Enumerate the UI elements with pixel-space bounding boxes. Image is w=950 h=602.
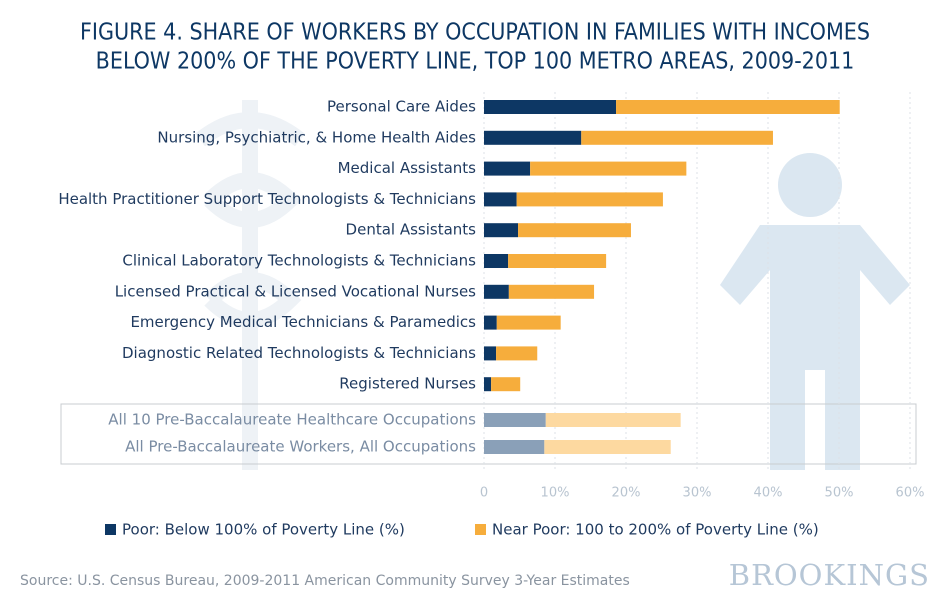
y-tick-label: Medical Assistants xyxy=(338,159,477,177)
legend-label: Near Poor: 100 to 200% of Poverty Line (… xyxy=(492,521,819,539)
y-tick-label: All 10 Pre-Baccalaureate Healthcare Occu… xyxy=(108,411,476,429)
x-tick-label: 10% xyxy=(541,486,570,501)
y-tick-label: Personal Care Aides xyxy=(327,98,476,116)
legend-swatch xyxy=(105,524,116,535)
bar-segment xyxy=(484,100,617,114)
legend-swatch xyxy=(475,524,486,535)
bar-segment xyxy=(484,130,582,145)
bar-segment xyxy=(484,377,492,392)
chart-title: BELOW 200% OF THE POVERTY LINE, TOP 100 … xyxy=(96,49,855,75)
x-tick-label: 60% xyxy=(896,486,925,501)
bar-segment xyxy=(484,346,497,361)
y-tick-label: Nursing, Psychiatric, & Home Health Aide… xyxy=(157,128,476,146)
bar-segment xyxy=(508,254,607,268)
x-tick-label: 0 xyxy=(480,486,488,501)
y-tick-label: Licensed Practical & Licensed Vocational… xyxy=(115,282,476,300)
bar-segment xyxy=(484,223,519,238)
bar-segment xyxy=(616,100,840,114)
bar-segment xyxy=(508,284,595,299)
y-tick-label: Registered Nurses xyxy=(339,375,476,393)
y-tick-label: Diagnostic Related Technologists & Techn… xyxy=(122,344,476,362)
y-tick-label: Clinical Laboratory Technologists & Tech… xyxy=(122,252,476,270)
x-tick-label: 50% xyxy=(825,486,854,501)
y-tick-label: Health Practitioner Support Technologist… xyxy=(58,190,476,208)
bar-segment xyxy=(484,284,509,299)
bar-segment xyxy=(496,346,538,361)
summary-box xyxy=(60,403,917,465)
bar-segment xyxy=(544,440,671,454)
bar-segment xyxy=(484,413,546,427)
bar-segment xyxy=(516,192,663,207)
bar-segment xyxy=(518,223,631,238)
bar-segment xyxy=(581,130,773,145)
bar-segment xyxy=(484,254,509,268)
y-tick-label: Dental Assistants xyxy=(346,221,477,239)
y-tick-label: Emergency Medical Technicians & Paramedi… xyxy=(130,313,476,331)
bar-segment xyxy=(491,377,521,392)
y-tick-label: All Pre-Baccalaureate Workers, All Occup… xyxy=(125,438,476,456)
bar-segment xyxy=(484,440,545,454)
x-tick-label: 20% xyxy=(612,486,641,501)
bar-segment xyxy=(496,315,561,330)
bar-segment xyxy=(484,315,497,330)
background-icons xyxy=(195,100,910,470)
source: Source: U.S. Census Bureau, 2009-2011 Am… xyxy=(20,573,630,589)
brand-logo: BROOKINGS xyxy=(729,558,930,592)
chart-title: FIGURE 4. SHARE OF WORKERS BY OCCUPATION… xyxy=(80,20,870,46)
legend-label: Poor: Below 100% of Poverty Line (%) xyxy=(122,521,405,539)
bar-segment xyxy=(484,192,517,207)
bar-segment xyxy=(484,161,531,176)
bar-segment xyxy=(545,413,681,427)
x-tick-label: 40% xyxy=(754,486,783,501)
x-tick-label: 30% xyxy=(683,486,712,501)
bar-segment xyxy=(530,161,687,176)
